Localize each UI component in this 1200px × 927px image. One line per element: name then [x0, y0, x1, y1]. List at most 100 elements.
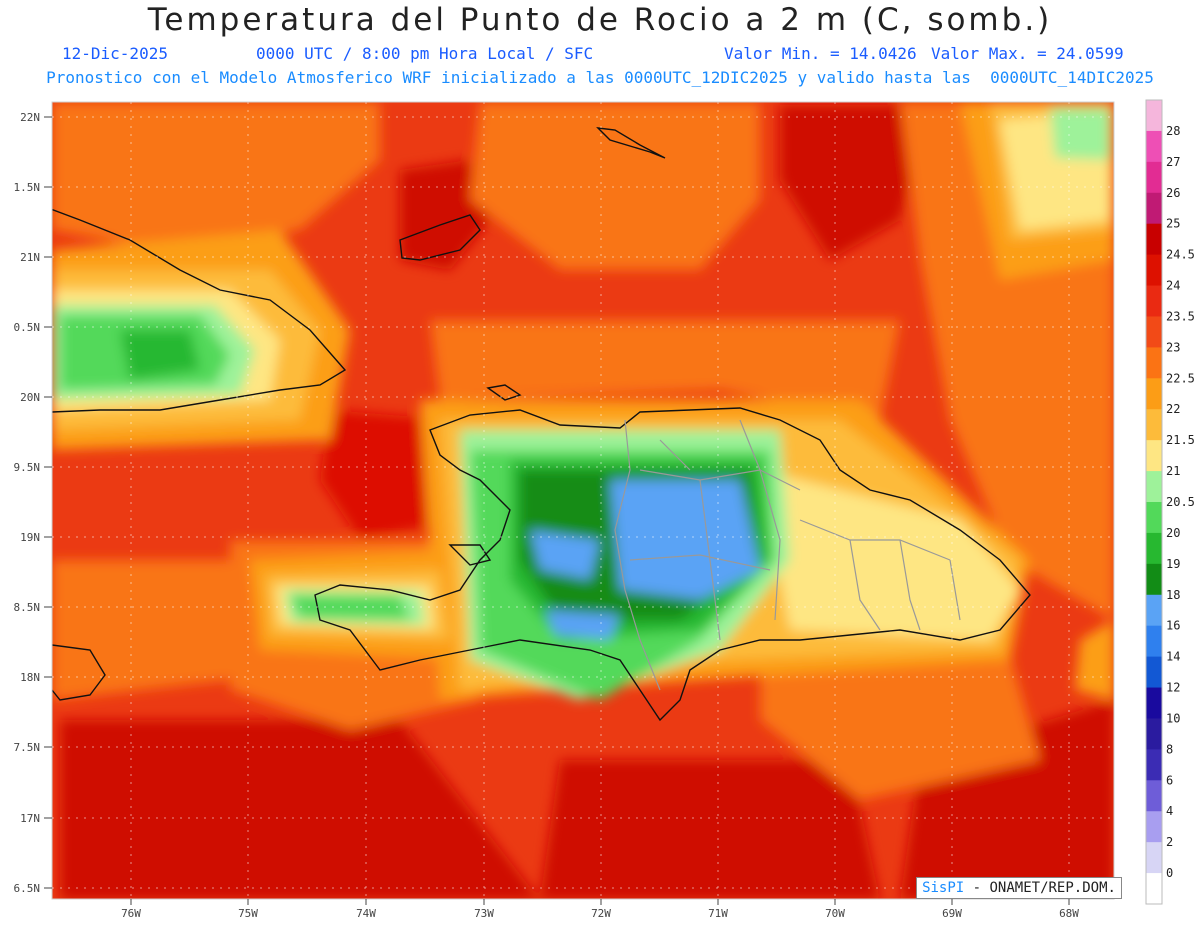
- lat-label: 20N: [20, 391, 40, 404]
- map-title: Temperatura del Punto de Rocio a 2 m (C,…: [147, 2, 1053, 38]
- colorbar-label: 22: [1166, 402, 1180, 416]
- orange-band: [52, 102, 380, 250]
- colorbar-swatch: [1146, 718, 1162, 750]
- great-inagua-coast: [399, 214, 481, 261]
- lon-label: 70W: [825, 907, 845, 920]
- dark-red-zone: [60, 720, 540, 899]
- mid-green-zone: [120, 330, 200, 380]
- colorbar-label: 22.5: [1166, 371, 1195, 385]
- colorbar-swatch: [1146, 254, 1162, 287]
- plot-frame: [51, 101, 1115, 900]
- yellow-band: [760, 470, 1020, 640]
- gonave-coast: [448, 544, 492, 566]
- colorbar-swatch: [1146, 594, 1162, 627]
- jamaica-coast: [52, 644, 106, 701]
- graticule: [52, 102, 1114, 899]
- colorbar-swatch: [1146, 687, 1162, 719]
- longitude-axis: 76W 75W 74W 73W 72W 71W 70W 69W 68W: [121, 899, 1079, 920]
- orange-band: [430, 320, 900, 420]
- colorbar-label: 4: [1166, 804, 1173, 818]
- colorbar-swatch: [1146, 842, 1162, 874]
- credit-box: SisPI - ONAMET/REP.DOM.: [916, 877, 1122, 899]
- colorbar-swatch: [1146, 161, 1162, 194]
- lat-label: 21N: [20, 251, 40, 264]
- colorbar-swatch: [1146, 130, 1162, 163]
- max-value: Valor Max. = 24.0599: [931, 44, 1124, 63]
- colorbar-swatch: [1146, 532, 1162, 565]
- colorbar-swatch: [1146, 285, 1162, 317]
- lon-label: 68W: [1059, 907, 1079, 920]
- colorbar-label: 2: [1166, 835, 1173, 849]
- colorbar-swatch: [1146, 223, 1162, 256]
- colorbar-label: 27: [1166, 155, 1180, 169]
- colorbar-swatch: [1146, 316, 1162, 348]
- colorbar-label: 23.5: [1166, 309, 1195, 323]
- colorbar-label: 19: [1166, 557, 1180, 571]
- colorbar-label: 10: [1166, 711, 1180, 725]
- lat-label: 18N: [20, 671, 40, 684]
- colorbar-swatch: [1146, 656, 1162, 689]
- colorbar-swatch: [1146, 378, 1162, 410]
- colorbar-label: 25: [1166, 217, 1180, 231]
- light-blue-zone: [545, 610, 620, 640]
- light-green-zone: [1050, 108, 1110, 160]
- cuba-coast: [52, 208, 347, 413]
- colorbar-label: 18: [1166, 588, 1180, 602]
- lat-label: 0.5N: [14, 321, 41, 334]
- lat-label: 17N: [20, 812, 40, 825]
- coastlines: [52, 127, 1031, 722]
- colorbar-swatch: [1146, 471, 1162, 503]
- colorbar-label: 24.5: [1166, 248, 1195, 262]
- colorbar-swatch: [1146, 502, 1162, 534]
- colorbar-swatch: [1146, 625, 1162, 658]
- colorbar-swatch: [1146, 873, 1162, 905]
- model-subtitle: Pronostico con el Modelo Atmosferico WRF…: [46, 68, 1154, 87]
- colorbar-label: 26: [1166, 186, 1180, 200]
- colorbar-label: 16: [1166, 619, 1180, 633]
- colorbar-label: 28: [1166, 124, 1180, 138]
- caicos-coast: [596, 127, 666, 159]
- lat-label: 22N: [20, 111, 40, 124]
- dark-red-zone: [540, 760, 880, 899]
- province-borders: [614, 419, 961, 691]
- light-blue-zone: [610, 480, 760, 600]
- dark-red-zone: [780, 105, 930, 260]
- colorbar-label: 0: [1166, 866, 1173, 880]
- colorbar-swatch: [1146, 409, 1162, 441]
- colorbar-swatch: [1146, 780, 1162, 812]
- lat-label: 7.5N: [14, 741, 41, 754]
- tortuga-coast: [486, 384, 522, 401]
- colorbar-label: 23: [1166, 340, 1180, 354]
- lon-label: 75W: [238, 907, 258, 920]
- lon-label: 76W: [121, 907, 141, 920]
- lat-label: 19N: [20, 531, 40, 544]
- colorbar-label: 6: [1166, 773, 1173, 787]
- colorbar-label: 21.5: [1166, 433, 1195, 447]
- colorbar-swatch: [1146, 440, 1162, 472]
- valid-time: 0000 UTC / 8:00 pm Hora Local / SFC: [256, 44, 594, 63]
- lon-label: 69W: [942, 907, 962, 920]
- colorbar-swatch: [1146, 563, 1162, 596]
- colorbar-swatch: [1146, 811, 1162, 843]
- lon-label: 73W: [474, 907, 494, 920]
- lat-label: 9.5N: [14, 461, 41, 474]
- colorbar-label: 24: [1166, 279, 1180, 293]
- lat-label: 8.5N: [14, 601, 41, 614]
- min-value: Valor Min. = 14.0426: [724, 44, 917, 63]
- light-orange-band: [1075, 620, 1114, 700]
- lon-label: 71W: [708, 907, 728, 920]
- orange-band: [470, 102, 760, 270]
- colorbar-legend: 2827262524.52423.52322.52221.52120.52019…: [1145, 99, 1195, 905]
- valid-date: 12-Dic-2025: [62, 44, 168, 63]
- colorbar-label: 8: [1166, 742, 1173, 756]
- sispi-logo: SisPI: [922, 880, 965, 896]
- colorbar-swatch: [1146, 749, 1162, 781]
- colorbar-swatch: [1146, 192, 1162, 225]
- colorbar-swatch: [1146, 100, 1162, 132]
- lat-label: 1.5N: [14, 181, 41, 194]
- dewpoint-field: [52, 102, 1114, 899]
- colorbar-frame: [1145, 99, 1163, 905]
- light-blue-zone: [530, 530, 600, 580]
- credit-org: - ONAMET/REP.DOM.: [964, 880, 1116, 896]
